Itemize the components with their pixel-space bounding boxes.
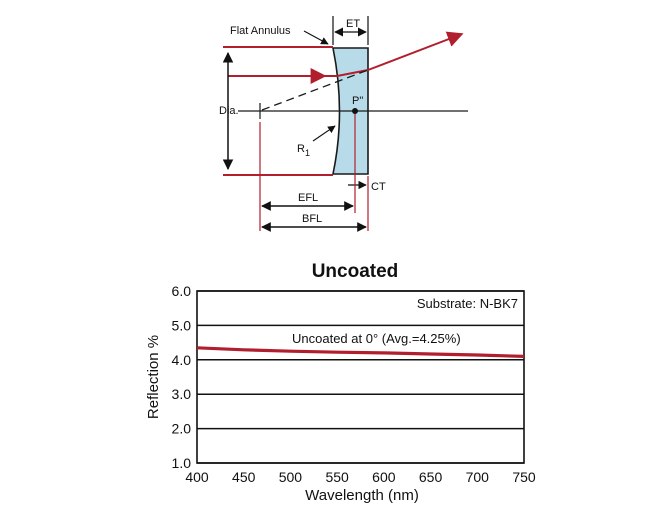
lens-diagram: Dia. ET Flat Annulus P" R1 CT EFL BFL <box>219 16 468 232</box>
radius-leader <box>312 125 336 142</box>
flat-annulus-leader <box>303 30 329 45</box>
et-label: ET <box>346 18 360 30</box>
y-tick-labels: 1.0 2.0 3.0 4.0 5.0 6.0 <box>172 283 192 471</box>
diverging-ray <box>367 31 464 71</box>
data-series <box>196 346 525 358</box>
dia-label: Dia. <box>219 105 239 117</box>
refracted-ray-inside <box>336 69 369 77</box>
principal-point-marker <box>352 108 358 114</box>
chart-title: Uncoated <box>312 261 399 282</box>
flat-annulus-label: Flat Annulus <box>230 25 291 37</box>
x-tick-label: 450 <box>232 469 256 485</box>
y-tick-label: 3.0 <box>172 386 192 402</box>
x-tick-label: 650 <box>419 469 443 485</box>
virtual-ray <box>261 69 369 111</box>
y-tick-label: 2.0 <box>172 421 192 437</box>
x-tick-label: 700 <box>466 469 490 485</box>
reflection-series-line <box>196 346 525 358</box>
y-tick-label: 4.0 <box>172 352 192 368</box>
bfl-label: BFL <box>302 213 322 225</box>
reflection-chart: Uncoated 1.0 2.0 3.0 4.0 5.0 6.0 400 450 500 550… <box>145 261 536 504</box>
curve-annotation: Uncoated at 0° (Avg.=4.25%) <box>292 331 461 346</box>
efl-label: EFL <box>298 192 318 204</box>
plot-frame <box>196 290 525 464</box>
y-axis-title: Reflection % <box>145 335 162 419</box>
x-tick-label: 500 <box>279 469 303 485</box>
x-axis-title: Wavelength (nm) <box>305 487 419 504</box>
y-tick-label: 6.0 <box>172 283 192 299</box>
substrate-annotation: Substrate: N-BK7 <box>417 296 518 311</box>
x-tick-label: 550 <box>325 469 349 485</box>
radius-subscript: 1 <box>305 148 310 158</box>
grid-lines <box>197 290 524 464</box>
principal-point-label: P" <box>352 95 363 107</box>
y-tick-label: 5.0 <box>172 317 192 333</box>
ct-label: CT <box>371 181 386 193</box>
y-tick-label: 1.0 <box>172 455 192 471</box>
x-tick-label: 400 <box>185 469 209 485</box>
radius-label: R1 <box>297 143 310 158</box>
x-tick-label: 750 <box>512 469 536 485</box>
x-tick-label: 600 <box>372 469 396 485</box>
x-tick-labels: 400 450 500 550 600 650 700 750 <box>185 469 536 485</box>
